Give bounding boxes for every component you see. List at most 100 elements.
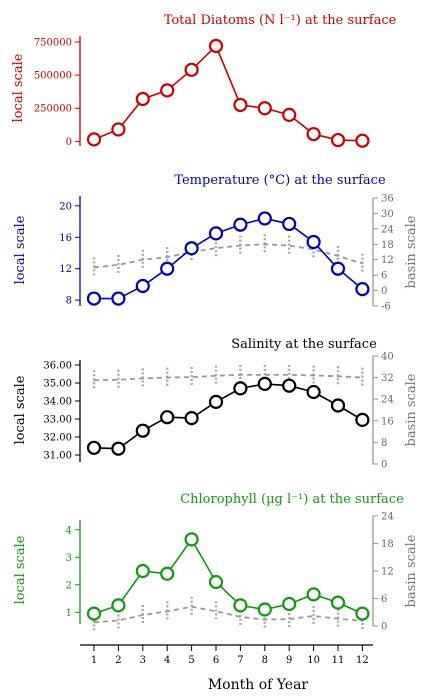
data-point [330,261,346,276]
y-tick-label: 16 [59,233,72,244]
data-point [233,381,248,396]
data-point [86,440,102,455]
chart-title: Salinity at the surface [231,337,377,352]
y-axis-label-right: basin scale [404,534,419,607]
data-point [135,278,150,294]
data-point [208,38,224,54]
y-tick-label-right: 12 [381,255,394,266]
basin-series-line [93,605,363,624]
series-line [93,44,363,142]
x-tick-label: 8 [262,655,268,666]
y-tick-label-right: 6 [381,594,387,605]
x-tick-label: 7 [237,655,243,666]
x-tick-label: 12 [356,655,369,666]
y-tick-label: 36.00 [43,361,72,372]
data-point [355,282,370,297]
y-axis-label: local scale [11,53,26,122]
y-tick-label: 35.00 [43,379,72,390]
y-tick-label: 2 [66,580,72,591]
y-tick-label: 31.00 [43,451,72,462]
data-point [306,384,321,400]
y-tick-label: 0 [66,137,72,148]
x-tick-label: 4 [164,655,170,666]
y-tick-label: 12 [59,264,72,275]
data-point [208,226,224,241]
data-point [306,126,321,142]
data-point [355,606,370,621]
y-axis-label-right: basin scale [404,373,419,446]
data-point [208,574,224,590]
chart-title: Temperature (°C) at the surface [174,173,386,188]
y-tick-label: 1 [66,608,72,619]
data-point [355,412,370,427]
chart-panel: Salinity at the surface 31.00 32.00 33.00 34… [13,337,419,471]
data-point [135,563,150,579]
data-point [306,234,321,250]
data-point [330,132,346,148]
data-point [355,133,370,148]
data-point [257,101,272,116]
basin-series-line [93,373,363,382]
y-tick-label-right: 24 [381,512,394,523]
data-point [184,62,199,77]
x-tick-label: 11 [332,655,345,666]
y-tick-label-right: 8 [381,438,387,449]
data-point [282,378,297,393]
y-tick-label: 32.00 [43,433,72,444]
data-point [160,566,175,581]
chart-panel: Temperature (°C) at the surface 8 12 16 20 lo… [13,173,419,313]
basin-series-line [93,243,363,269]
y-tick-label-right: 0 [381,286,387,297]
data-point [86,132,102,147]
chart-panel: Total Diatoms (N l⁻¹) at the surface 0 250… [11,13,397,148]
data-point [233,217,248,232]
y-tick-label: 34.00 [43,397,72,408]
series-line [93,383,363,450]
data-point [330,595,346,610]
y-axis-label: local scale [13,375,28,444]
data-point [233,598,248,613]
data-point [184,532,199,547]
y-tick-label-right: 16 [381,416,394,427]
y-tick-label: 8 [66,296,72,307]
data-point [111,291,126,306]
y-tick-label: 33.00 [43,415,72,426]
x-axis-label: Month of Year [208,677,309,693]
x-tick-label: 6 [213,655,219,666]
x-tick-label: 5 [188,655,194,666]
x-tick-label: 3 [140,655,146,666]
data-point [282,596,297,612]
data-point [330,398,346,413]
y-tick-label-right: -6 [381,302,391,313]
data-point [160,83,175,98]
y-tick-label-right: 24 [381,224,394,235]
x-tick-label: 2 [115,655,121,666]
y-tick-label: 4 [66,525,72,536]
data-point [135,91,150,107]
data-point [135,423,150,438]
series-line [94,217,363,300]
chart-panel: Chlorophyll (µg l⁻¹) at the surface1234l… [13,492,419,633]
data-point [111,598,126,613]
y-tick-label-right: 12 [381,567,394,578]
data-point [306,587,321,602]
chart-title: Chlorophyll (µg l⁻¹) at the surface [180,492,404,507]
x-axis: 1 2 3 4 5 6 7 8 9 10 11 12 Month of Year [80,644,373,693]
data-point [184,411,199,426]
data-point [86,606,102,621]
y-tick-label-right: 6 [381,271,387,282]
series-line [93,537,363,615]
y-tick-label: 20 [59,201,72,212]
y-axis-label: local scale [13,215,28,284]
data-point [160,261,175,276]
y-tick-label: 3 [66,553,72,564]
data-point [233,97,248,113]
data-point [111,122,126,137]
data-point [160,410,175,425]
y-tick-label-right: 36 [381,194,394,205]
y-tick-label-right: 0 [381,460,387,471]
data-point [282,107,297,122]
y-tick-label-right: 32 [381,373,394,384]
y-tick-label-right: 18 [381,539,394,550]
